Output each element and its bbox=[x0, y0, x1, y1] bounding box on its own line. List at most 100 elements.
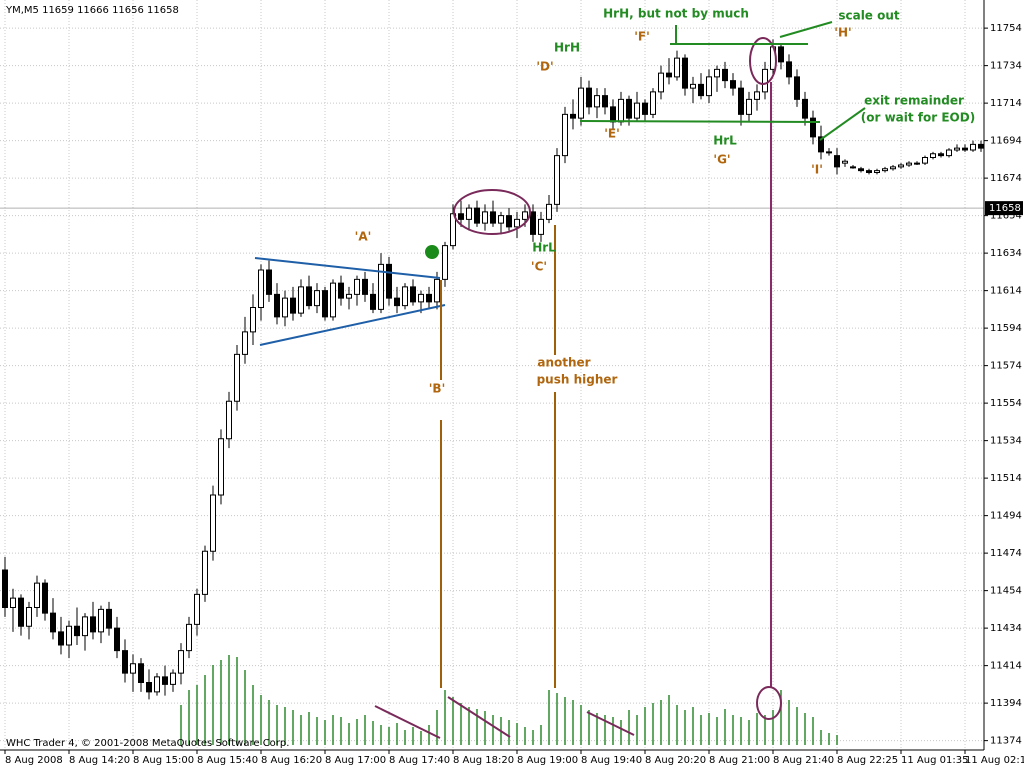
candle-body bbox=[522, 211, 528, 220]
entry-dot bbox=[425, 245, 439, 259]
drawings bbox=[254, 21, 866, 739]
candle-body bbox=[290, 297, 296, 314]
candle-body bbox=[562, 113, 568, 157]
candle-body bbox=[634, 102, 640, 119]
candle-body bbox=[106, 608, 112, 629]
y-tick-label: 11674 bbox=[990, 173, 1022, 184]
candle-body bbox=[922, 157, 928, 164]
candle-body bbox=[866, 170, 872, 173]
candle-body bbox=[26, 607, 32, 627]
x-tick-label: 8 Aug 16:20 bbox=[261, 755, 322, 766]
candle-body bbox=[42, 582, 48, 614]
annotation: 'C' bbox=[531, 260, 547, 274]
ellipse bbox=[756, 686, 782, 720]
volume-bars bbox=[180, 655, 838, 745]
x-tick-label: 8 Aug 2008 bbox=[5, 755, 63, 766]
candle-body bbox=[90, 616, 96, 633]
x-tick-label: 8 Aug 21:40 bbox=[773, 755, 834, 766]
candle-body bbox=[298, 286, 304, 314]
candle-body bbox=[74, 625, 80, 637]
candle-body bbox=[458, 213, 464, 220]
candle-body bbox=[394, 297, 400, 307]
candle-body bbox=[754, 91, 760, 100]
x-tick-label: 8 Aug 19:40 bbox=[581, 755, 642, 766]
candle-body bbox=[682, 57, 688, 89]
candle-body bbox=[730, 80, 736, 89]
candle-body bbox=[554, 155, 560, 205]
candle-body bbox=[234, 353, 240, 402]
candle-body bbox=[354, 278, 360, 295]
candle-body bbox=[674, 57, 680, 78]
candle-body bbox=[82, 616, 88, 637]
candle-body bbox=[498, 215, 504, 224]
y-tick-label: 11634 bbox=[990, 248, 1022, 259]
axes bbox=[0, 0, 985, 751]
divergence bbox=[447, 696, 511, 738]
candle-body bbox=[946, 149, 952, 157]
candle-body bbox=[418, 293, 424, 303]
candle-body bbox=[722, 68, 728, 82]
candle-body bbox=[170, 672, 176, 685]
candle-body bbox=[882, 168, 888, 172]
candle-body bbox=[50, 612, 56, 633]
candle-body bbox=[506, 215, 512, 228]
candle-body bbox=[146, 682, 152, 693]
candle-body bbox=[338, 282, 344, 299]
candle-body bbox=[890, 166, 896, 170]
candle-body bbox=[602, 95, 608, 108]
grid bbox=[0, 0, 984, 750]
candle-body bbox=[538, 218, 544, 235]
candle-body bbox=[34, 582, 40, 608]
x-tick-label: 8 Aug 17:40 bbox=[389, 755, 450, 766]
candle-body bbox=[274, 293, 280, 318]
candle-body bbox=[370, 293, 376, 310]
candle-body bbox=[850, 166, 856, 169]
y-tick-label: 11654 bbox=[990, 211, 1022, 222]
candle-body bbox=[818, 136, 824, 153]
candle-body bbox=[386, 263, 392, 299]
candle-body bbox=[138, 663, 144, 683]
x-tick-label: 8 Aug 22:25 bbox=[837, 755, 898, 766]
candle-body bbox=[842, 160, 848, 164]
candle-body bbox=[226, 400, 232, 440]
candle-body bbox=[874, 170, 880, 173]
candle-body bbox=[658, 72, 664, 93]
annotation: 'I' bbox=[811, 163, 823, 177]
hline bbox=[579, 120, 821, 123]
candle-body bbox=[402, 286, 408, 307]
candle-body bbox=[114, 627, 120, 652]
candle-body bbox=[786, 61, 792, 78]
candle-body bbox=[122, 650, 128, 674]
y-tick-label: 11714 bbox=[990, 98, 1022, 109]
candle-body bbox=[666, 72, 672, 78]
y-tick-label: 11734 bbox=[990, 61, 1022, 72]
candle-body bbox=[698, 83, 704, 97]
candle-body bbox=[210, 494, 216, 552]
candle-body bbox=[618, 98, 624, 123]
candle-body bbox=[66, 625, 72, 646]
candle-body bbox=[514, 218, 520, 228]
candle-body bbox=[642, 102, 648, 115]
y-tick-label: 11594 bbox=[990, 323, 1022, 334]
y-tick-label: 11434 bbox=[990, 623, 1022, 634]
annotation: HrH, but not by much bbox=[603, 7, 749, 21]
candle-body bbox=[434, 278, 440, 303]
candle-body bbox=[482, 211, 488, 224]
footer: WHC Trader 4, © 2001-2008 MetaQuotes Sof… bbox=[6, 738, 289, 749]
candle-body bbox=[282, 297, 288, 318]
candle-body bbox=[58, 631, 64, 646]
candle-body bbox=[970, 143, 976, 151]
candle-body bbox=[794, 76, 800, 100]
divergence bbox=[586, 711, 635, 736]
pointer bbox=[819, 107, 866, 141]
candle-body bbox=[10, 597, 16, 608]
y-tick-label: 11574 bbox=[990, 361, 1022, 372]
chart-title: YM,M5 11659 11666 11656 11658 bbox=[5, 5, 179, 16]
annotation: 'G' bbox=[713, 153, 730, 167]
y-tick-label: 11554 bbox=[990, 398, 1022, 409]
last-price-label: 11658 bbox=[989, 203, 1021, 214]
candle-body bbox=[962, 147, 968, 151]
triangle-lower bbox=[259, 304, 446, 346]
candle-body bbox=[490, 211, 496, 224]
